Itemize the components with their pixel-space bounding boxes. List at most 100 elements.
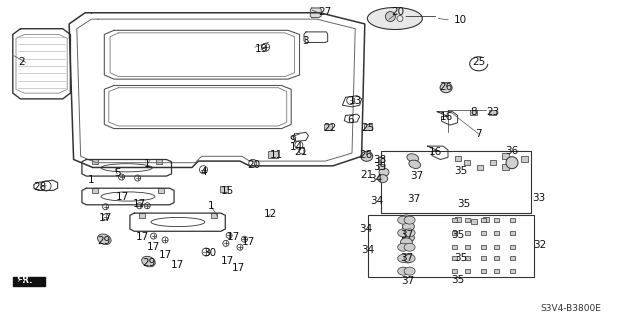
Bar <box>481 231 486 235</box>
Bar <box>493 218 499 222</box>
Ellipse shape <box>404 267 415 275</box>
Text: 1: 1 <box>208 201 214 211</box>
Text: 21: 21 <box>294 147 307 157</box>
Text: 37: 37 <box>400 230 413 241</box>
Ellipse shape <box>401 215 412 224</box>
Text: 16: 16 <box>440 112 452 122</box>
Ellipse shape <box>403 233 414 242</box>
Text: 35: 35 <box>451 275 464 285</box>
Bar <box>324 124 332 130</box>
Text: S3V4-B3800E: S3V4-B3800E <box>541 304 602 313</box>
Text: 26: 26 <box>439 82 452 92</box>
Bar <box>465 256 470 260</box>
Text: 17: 17 <box>136 232 148 242</box>
Bar <box>381 151 531 213</box>
Text: 17: 17 <box>133 198 146 209</box>
Text: 20: 20 <box>392 7 404 17</box>
Text: 37: 37 <box>400 253 413 263</box>
Text: 27: 27 <box>319 7 332 17</box>
Bar <box>364 124 372 130</box>
Bar <box>493 269 499 273</box>
Text: 1: 1 <box>88 175 95 185</box>
Text: 39: 39 <box>374 162 387 173</box>
Text: 20: 20 <box>248 160 260 170</box>
Text: 37: 37 <box>411 171 424 181</box>
Text: 1: 1 <box>144 159 150 169</box>
Bar <box>509 245 515 249</box>
Bar <box>483 217 490 222</box>
Bar <box>509 231 515 235</box>
Bar <box>156 159 162 164</box>
Text: 37: 37 <box>401 276 414 286</box>
Bar <box>92 159 98 164</box>
Bar <box>452 231 457 235</box>
Ellipse shape <box>397 243 409 251</box>
Bar <box>158 188 164 193</box>
Bar <box>502 153 509 159</box>
Text: 25: 25 <box>362 122 374 133</box>
Text: 17: 17 <box>221 256 234 266</box>
Bar <box>470 110 477 115</box>
Text: 35: 35 <box>454 166 467 176</box>
Ellipse shape <box>440 83 452 93</box>
Ellipse shape <box>407 154 419 162</box>
Text: 26: 26 <box>360 150 372 160</box>
Text: 22: 22 <box>323 122 336 133</box>
Text: 32: 32 <box>533 240 546 250</box>
Bar <box>465 269 470 273</box>
Text: 17: 17 <box>232 263 244 273</box>
Text: 7: 7 <box>475 129 481 139</box>
Text: 17: 17 <box>227 232 240 242</box>
Bar <box>481 269 486 273</box>
Ellipse shape <box>379 168 389 176</box>
Bar <box>465 245 470 249</box>
Bar <box>522 156 528 162</box>
Text: 34: 34 <box>370 196 383 206</box>
Text: 4: 4 <box>200 167 207 177</box>
Bar <box>493 256 499 260</box>
Bar <box>470 219 477 224</box>
Text: 28: 28 <box>34 182 47 192</box>
Text: 29: 29 <box>98 236 111 247</box>
Text: 17: 17 <box>172 260 184 270</box>
Bar <box>465 218 470 222</box>
Bar <box>509 256 515 260</box>
Circle shape <box>385 11 396 22</box>
Text: 14: 14 <box>290 142 303 152</box>
Ellipse shape <box>97 234 111 245</box>
Text: 29: 29 <box>143 258 156 268</box>
Bar <box>509 269 515 273</box>
Bar <box>493 245 499 249</box>
Bar <box>481 218 486 222</box>
Text: 35: 35 <box>451 230 464 241</box>
Bar <box>92 188 98 193</box>
Bar <box>481 245 486 249</box>
Text: 13: 13 <box>349 96 362 107</box>
Bar <box>481 256 486 260</box>
Bar <box>378 157 384 162</box>
Bar <box>454 217 461 222</box>
Text: 17: 17 <box>99 213 112 223</box>
Text: 11: 11 <box>270 150 283 160</box>
Text: 36: 36 <box>506 146 518 156</box>
Ellipse shape <box>397 254 409 263</box>
Text: 25: 25 <box>472 57 485 67</box>
Text: 3: 3 <box>302 36 308 47</box>
Text: 16: 16 <box>429 146 442 157</box>
Text: 23: 23 <box>486 107 499 117</box>
Bar <box>452 256 457 260</box>
Text: FR.: FR. <box>16 276 33 285</box>
Ellipse shape <box>361 151 372 161</box>
Text: 33: 33 <box>532 193 545 204</box>
Text: 10: 10 <box>454 15 467 25</box>
Text: 35: 35 <box>458 198 470 209</box>
Ellipse shape <box>402 254 413 263</box>
Ellipse shape <box>401 238 412 247</box>
Bar <box>465 231 470 235</box>
Bar <box>211 213 218 218</box>
Bar <box>378 164 384 169</box>
Bar <box>477 165 483 170</box>
Text: 34: 34 <box>362 245 374 255</box>
Bar <box>452 245 457 249</box>
Text: 19: 19 <box>255 44 268 55</box>
